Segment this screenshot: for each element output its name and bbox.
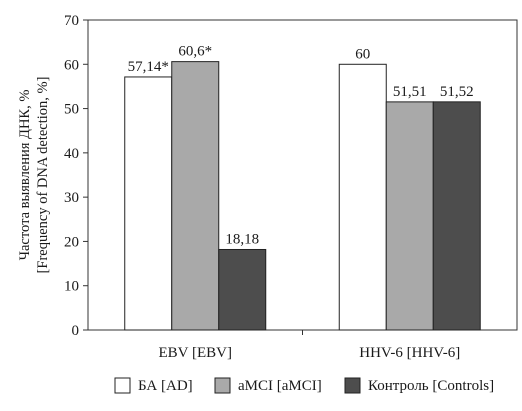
bar	[432, 101, 481, 331]
y-tick-label: 20	[64, 234, 79, 250]
data-label: 60,6*	[178, 44, 212, 60]
plot-area: 0 10 20 30 40 50 60 70 57,14* 60,6* 18,18 EBV [EBV]…	[64, 13, 518, 361]
bar	[338, 63, 387, 331]
bar	[171, 61, 220, 331]
data-label: 60	[355, 46, 370, 62]
x-category-label: HHV-6 [HHV-6]	[359, 345, 460, 361]
data-label: 51,52	[440, 84, 474, 100]
legend-swatch	[344, 377, 361, 394]
y-tick-label: 60	[64, 57, 79, 73]
y-tick-label: 70	[64, 13, 79, 29]
legend-label: aMCI [aMCI]	[238, 378, 322, 394]
bar	[218, 248, 267, 331]
legend-label: БА [AD]	[138, 378, 193, 394]
legend-label: Контроль [Controls]	[368, 378, 494, 394]
bar	[385, 101, 434, 331]
y-axis-title-line: [Frequency of DNA detection, %]	[35, 77, 51, 274]
y-tick-label: 10	[64, 279, 79, 295]
y-tick-label: 0	[72, 323, 80, 339]
x-category-label: EBV [EBV]	[159, 345, 232, 361]
legend-swatch	[114, 377, 131, 394]
y-axis-title: Частота выявления ДНК, % [Frequency of DN…	[17, 77, 51, 274]
y-tick-label: 30	[64, 190, 79, 206]
data-label: 51,51	[393, 84, 427, 100]
legend-swatch	[214, 377, 231, 394]
legend: БА [AD] aMCI [aMCI] Контроль [Controls]	[114, 377, 494, 394]
data-label: 57,14*	[128, 59, 169, 75]
bar	[124, 76, 173, 331]
y-axis-title-line: Частота выявления ДНК, %	[17, 90, 33, 261]
y-tick-label: 50	[64, 102, 79, 118]
data-label: 18,18	[225, 231, 259, 247]
y-tick-label: 40	[64, 146, 79, 162]
